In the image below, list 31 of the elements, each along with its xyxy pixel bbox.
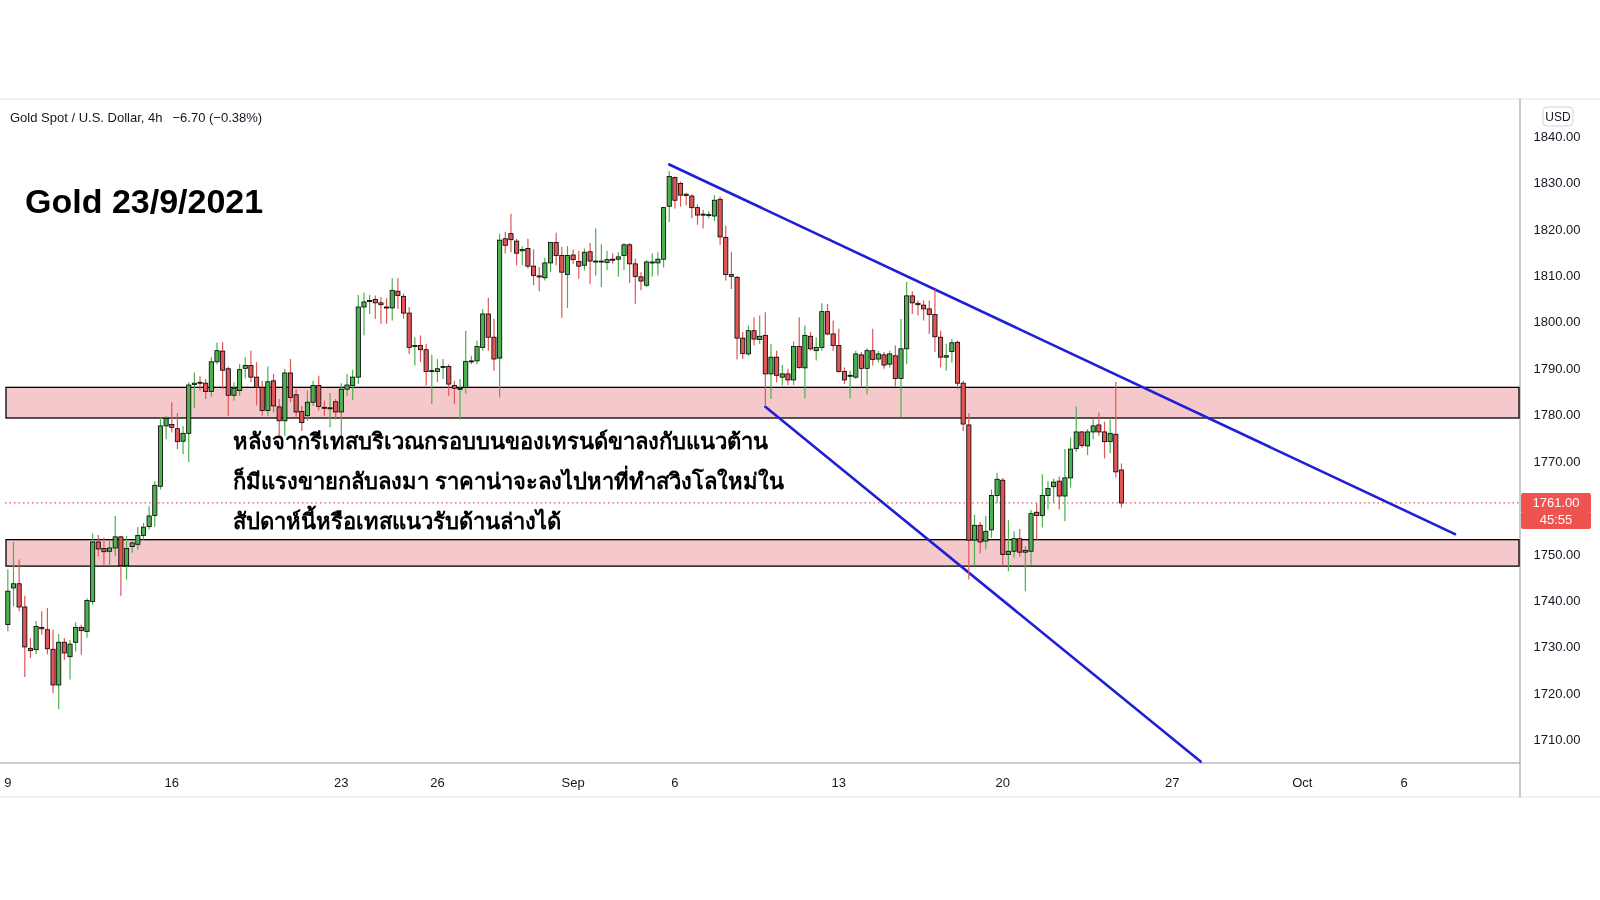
- y-tick-label: 1810.00: [1533, 267, 1581, 283]
- y-tick-label: 1720.00: [1533, 685, 1581, 701]
- x-tick-label: 27: [1165, 775, 1180, 790]
- annotation: −6.70 (−0.38%): [172, 110, 263, 125]
- y-tick-label: 1840.00: [1533, 128, 1581, 144]
- y-tick-label: 1740.00: [1533, 593, 1581, 608]
- x-tick-label: 9: [4, 775, 12, 790]
- y-axis-title: USD: [1545, 110, 1571, 124]
- x-tick-label: 6: [671, 775, 679, 790]
- x-tick-label: 23: [334, 775, 349, 790]
- x-tick-label: 20: [995, 775, 1010, 790]
- y-tick-label: 1790.00: [1533, 360, 1581, 376]
- subtitle: Gold Spot / U.S. Dollar, 4h: [10, 110, 163, 125]
- ref-line-label: 1761.00: [1521, 492, 1591, 513]
- x-tick-label: Oct: [1292, 775, 1313, 790]
- y-tick-label: 1830.00: [1533, 175, 1581, 191]
- ref-line-label: 1761.00: [1532, 495, 1580, 511]
- x-tick-label: 16: [164, 775, 179, 790]
- y-tick-label: 1770.00: [1533, 453, 1581, 469]
- y-tick-label: 1800.00: [1533, 314, 1581, 330]
- y-tick-label: 1750.00: [1533, 546, 1581, 562]
- title: Gold 23/9/2021: [25, 182, 264, 220]
- y-tick-label: 1730.00: [1533, 639, 1581, 655]
- x-tick-label: 13: [831, 775, 847, 790]
- annotation: หลังจากรีเทสบริเวณกรอบบนของเทรนด์ขาลงกับแนวต้าน: [233, 429, 768, 454]
- y-tick-label: 1780.00: [1533, 407, 1581, 423]
- x-tick-label: 26: [430, 775, 445, 790]
- y-tick-label: 1820.00: [1533, 221, 1581, 237]
- y-tick-label: 1710.00: [1533, 732, 1581, 748]
- x-tick-label: 6: [1400, 775, 1408, 790]
- x-tick-label: Sep: [561, 775, 585, 790]
